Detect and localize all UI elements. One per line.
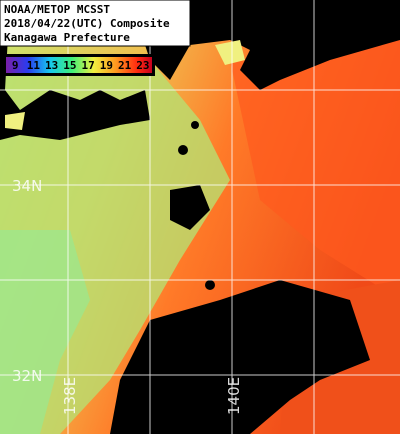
- coast-highlight: [5, 40, 245, 130]
- colorbar-label: 9: [12, 59, 19, 72]
- colorbar-label: 21: [118, 59, 132, 72]
- colorbar-label: 13: [45, 59, 58, 72]
- lat-label: 32N: [12, 367, 42, 385]
- lat-label: 34N: [12, 177, 42, 195]
- colorbar-label: 19: [100, 59, 113, 72]
- colorbar: [6, 57, 152, 73]
- lon-label: 138E: [61, 377, 79, 415]
- header-line: NOAA/METOP MCSST: [4, 3, 110, 16]
- colorbar-label: 15: [63, 59, 76, 72]
- header-box: [0, 0, 191, 47]
- colorbar-label: 11: [27, 59, 41, 72]
- header-line: 2018/04/22(UTC) Composite: [4, 17, 170, 30]
- header-line: Kanagawa Prefecture: [4, 31, 130, 44]
- lon-label: 140E: [225, 377, 243, 415]
- colorbar-label: 17: [82, 59, 95, 72]
- colorbar-label: 23: [136, 59, 149, 72]
